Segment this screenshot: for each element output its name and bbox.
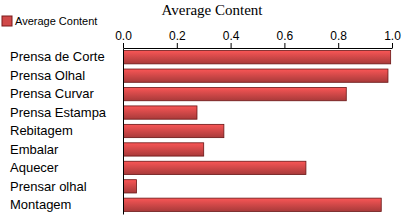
tick-label: 0.0	[115, 29, 132, 43]
bar	[123, 161, 306, 174]
tick-label: 0.4	[223, 29, 240, 43]
category-label: Prensa Curvar	[10, 86, 94, 101]
bar	[123, 87, 346, 100]
legend: Average Content	[2, 15, 97, 27]
tick-mark	[392, 43, 393, 48]
tick: 0.6	[277, 29, 294, 48]
tick: Prensa Olhal	[10, 68, 85, 83]
tick-label: 0.6	[277, 29, 294, 43]
bar	[123, 198, 381, 211]
tick-mark	[231, 43, 232, 48]
category-label: Aquecer	[10, 160, 59, 175]
bar	[123, 143, 204, 156]
plot: 0.00.20.40.60.81.0Prensa de CortePrensa …	[10, 29, 401, 215]
tick: Aquecer	[10, 160, 59, 175]
bar	[123, 180, 136, 193]
tick: 0.8	[330, 29, 347, 48]
category-label: Prensa Estampa	[10, 105, 107, 120]
tick: Prensa Estampa	[10, 105, 107, 120]
tick-mark	[123, 43, 124, 48]
tick-label: 0.8	[330, 29, 347, 43]
bars	[123, 51, 391, 212]
tick-mark	[284, 43, 285, 48]
tick: 0.4	[223, 29, 240, 48]
bar	[123, 106, 197, 119]
tick: Prensa Curvar	[10, 86, 94, 101]
bar	[123, 69, 388, 82]
tick: Montagem	[10, 197, 71, 212]
tick-mark	[338, 43, 339, 48]
axis-line	[124, 48, 393, 49]
legend-label: Average Content	[15, 15, 97, 27]
legend-swatch	[2, 16, 12, 26]
bar	[123, 124, 224, 137]
category-label: Embalar	[10, 142, 59, 157]
category-label: Prensa Olhal	[10, 68, 85, 83]
tick: Embalar	[10, 142, 59, 157]
category-label: Prensa de Corte	[10, 49, 105, 64]
category-label: Montagem	[10, 197, 71, 212]
tick: 0.2	[169, 29, 186, 48]
tick-label: 0.2	[169, 29, 186, 43]
x-axis: 0.0 0.2 0.4 0.6 0.8 1.0	[115, 29, 401, 49]
axis-line	[123, 49, 124, 215]
y-axis: Prensa de Corte Prensa Olhal Prensa Curvar…	[10, 49, 124, 215]
tick: 0.0	[115, 29, 132, 48]
tick-mark	[177, 43, 178, 48]
tick: Rebitagem	[10, 123, 73, 138]
tick: Prensar olhal	[10, 178, 87, 193]
tick-label: 1.0	[384, 29, 401, 43]
tick: 1.0	[384, 29, 401, 48]
title: Average Content	[162, 2, 264, 18]
category-label: Prensar olhal	[10, 178, 87, 193]
category-label: Rebitagem	[10, 123, 73, 138]
tick: Prensa de Corte	[10, 49, 105, 64]
chart: Average ContentAverage Content0.00.20.40…	[0, 0, 406, 219]
bar	[123, 51, 391, 64]
